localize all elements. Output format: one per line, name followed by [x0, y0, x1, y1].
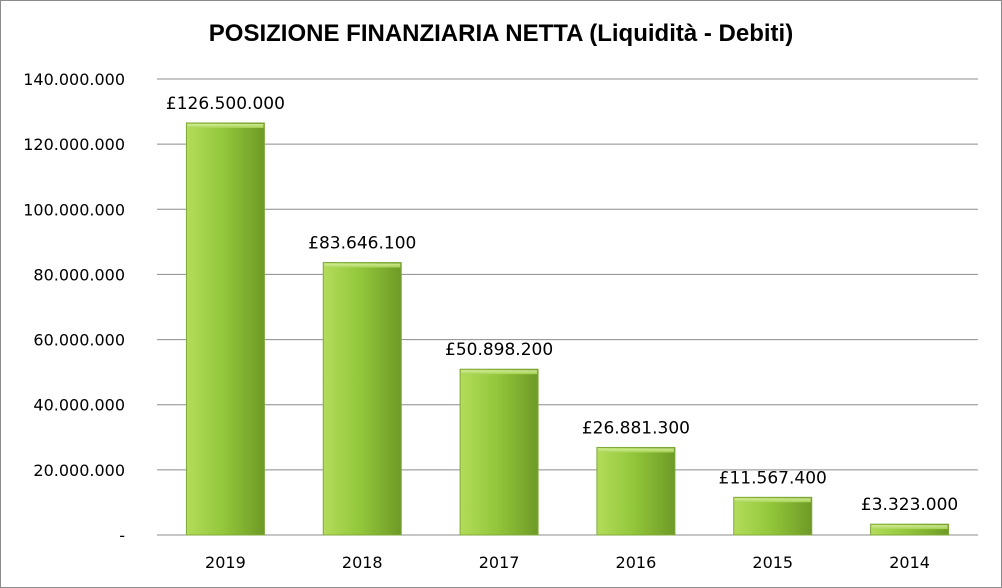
- bar-highlight: [734, 498, 811, 503]
- x-tick-label: 2017: [479, 553, 520, 572]
- y-tick-label: -: [119, 526, 125, 545]
- y-axis-ticks: - 20.000.000 40.000.000 60.000.000 80.000.00…: [23, 70, 125, 545]
- bar: [596, 446, 676, 536]
- data-label: £3.323.000: [861, 495, 958, 515]
- bar: [870, 523, 950, 536]
- data-label: £26.881.300: [582, 418, 690, 438]
- y-tick-label: 40.000.000: [33, 396, 125, 415]
- data-labels: £126.500.000 £83.646.100 £50.898.200 £26.88…: [166, 94, 958, 515]
- bar-highlight: [324, 263, 401, 268]
- bar-highlight: [461, 370, 538, 375]
- bar: [322, 262, 402, 536]
- bars: [185, 122, 950, 536]
- bar: [459, 368, 539, 536]
- x-tick-label: 2016: [616, 553, 657, 572]
- y-tick-label: 60.000.000: [33, 331, 125, 350]
- y-tick-label: 140.000.000: [23, 70, 125, 89]
- x-tick-label: 2014: [889, 553, 930, 572]
- bar: [185, 122, 265, 536]
- y-tick-label: 80.000.000: [33, 265, 125, 284]
- x-tick-label: 2019: [205, 553, 246, 572]
- bar-highlight: [597, 448, 674, 453]
- x-tick-label: 2015: [752, 553, 793, 572]
- data-label: £50.898.200: [445, 340, 553, 360]
- gridlines: [157, 78, 978, 536]
- chart-title: POSIZIONE FINANZIARIA NETTA (Liquidità -…: [208, 20, 794, 47]
- x-tick-label: 2018: [342, 553, 383, 572]
- y-tick-label: 100.000.000: [23, 200, 125, 219]
- bar: [733, 496, 813, 536]
- x-axis-ticks: 2019 2018 2017 2016 2015 2014: [205, 553, 930, 572]
- bar-highlight: [187, 123, 264, 128]
- y-tick-label: 20.000.000: [33, 461, 125, 480]
- data-label: £126.500.000: [166, 94, 285, 114]
- data-label: £11.567.400: [719, 468, 827, 488]
- y-tick-label: 120.000.000: [23, 135, 125, 154]
- bar-highlight: [871, 525, 948, 530]
- data-label: £83.646.100: [308, 234, 416, 254]
